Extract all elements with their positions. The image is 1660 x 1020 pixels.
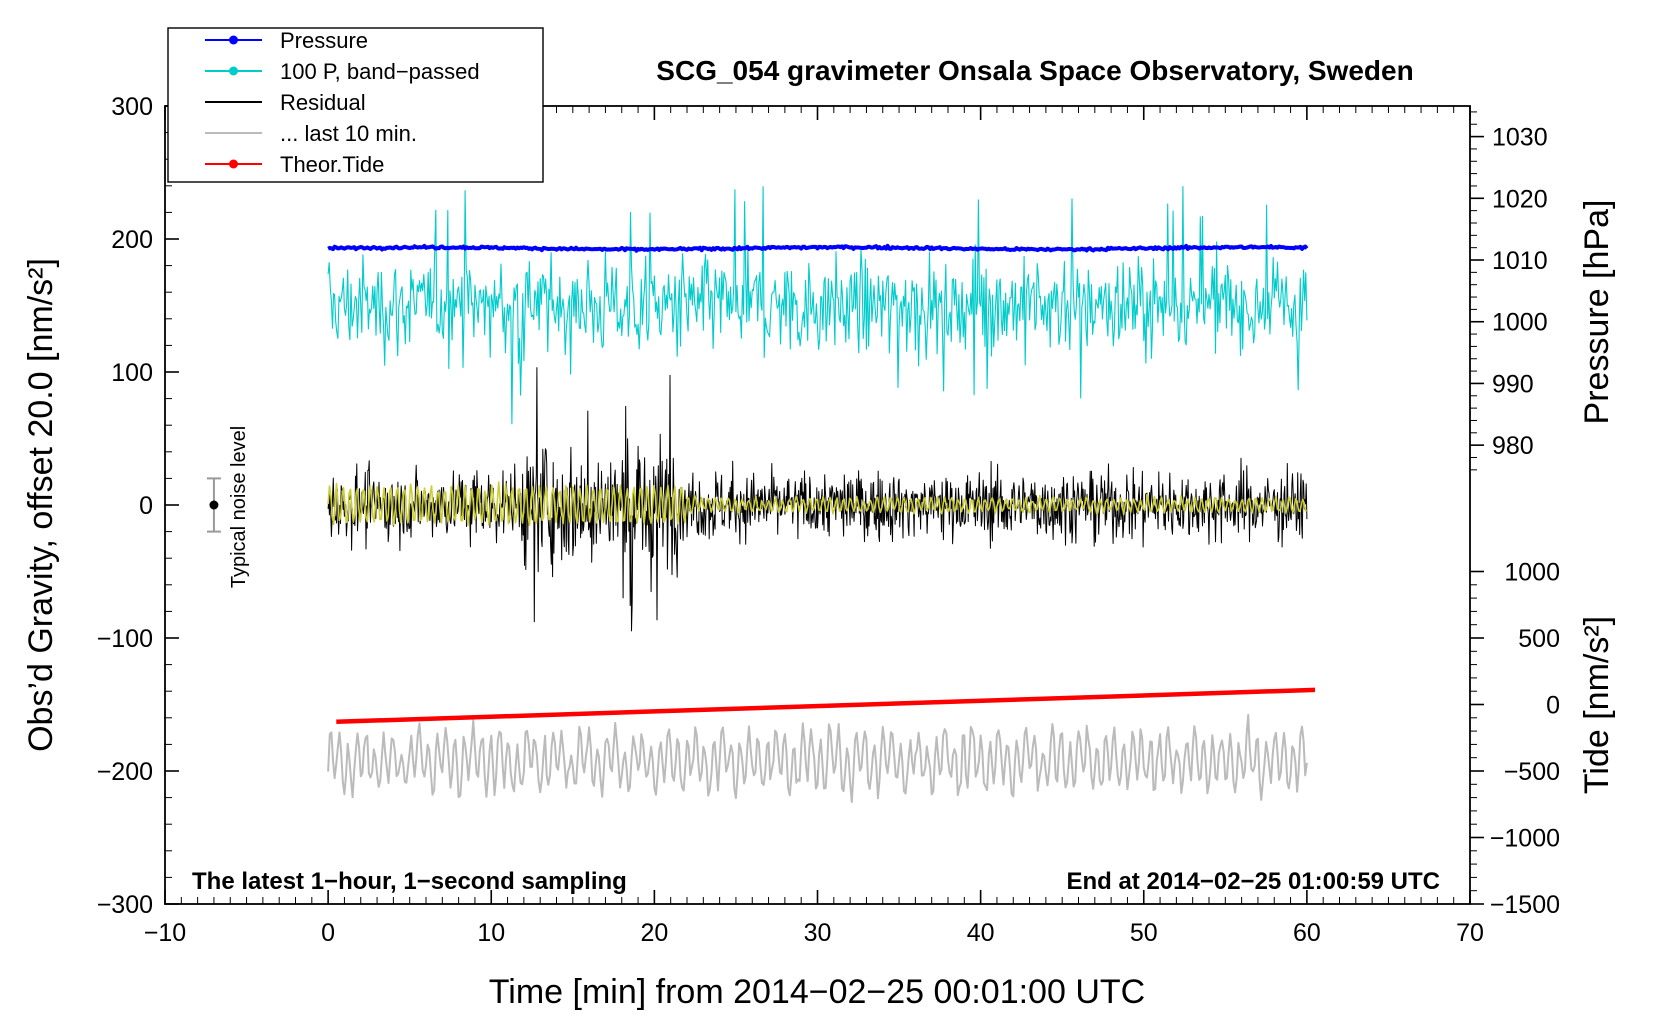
y-axis-title-pressure: Pressure [hPa]: [1578, 200, 1616, 425]
y-tick-label-left: 200: [111, 226, 153, 254]
noise-level-indicator: Typical noise level: [206, 426, 250, 588]
pressure-tick-label: 990: [1492, 370, 1534, 398]
tide-tick-label: 1000: [1504, 559, 1560, 587]
x-tick-label: 30: [804, 919, 832, 947]
series-layer: [327, 186, 1316, 803]
x-tick-label: 50: [1130, 919, 1158, 947]
series-pressure: [327, 243, 1309, 253]
pressure-tick-label: 1030: [1492, 124, 1548, 152]
y-tick-label-left: 300: [111, 93, 153, 121]
y-axis-title-left: Obs’d Gravity, offset 20.0 [nm/s²]: [22, 258, 60, 752]
legend-marker: [229, 159, 238, 169]
axis-ticks: −10 0 10 20 30 40 50 60 703002001000−100−200−300…: [97, 93, 1560, 947]
chart-title: SCG_054 gravimeter Onsala Space Observat…: [656, 55, 1413, 86]
legend-label: Pressure: [280, 28, 368, 53]
annotation-end-time: End at 2014−02−25 01:00:59 UTC: [1066, 868, 1440, 895]
y-tick-label-left: −100: [97, 625, 153, 653]
pressure-tick-label: 1020: [1492, 185, 1548, 213]
y-tick-label-left: 0: [139, 492, 153, 520]
x-tick-label: 0: [321, 919, 335, 947]
series-theoretical-tide: [336, 687, 1316, 725]
tide-tick-label: 0: [1546, 692, 1560, 720]
x-tick-label: 20: [640, 919, 668, 947]
legend-marker: [229, 66, 238, 76]
legend-box: [167, 27, 544, 183]
series-last-10-min: [327, 713, 1308, 803]
x-tick-label: 10: [477, 919, 505, 947]
x-tick-label: −10: [144, 919, 186, 947]
tide-tick-label: −1500: [1490, 891, 1560, 919]
noise-bar-center: [209, 500, 219, 510]
pressure-tick-label: 1010: [1492, 247, 1548, 275]
annotation-sampling: The latest 1−hour, 1−second sampling: [192, 868, 627, 895]
legend: Pressure 100 P, band−passed Residual ... la…: [167, 27, 544, 183]
legend-marker: [229, 35, 238, 45]
x-axis-title: Time [min] from 2014−02−25 00:01:00 UTC: [489, 973, 1145, 1011]
legend-label: 100 P, band−passed: [280, 59, 480, 84]
x-tick-label: 40: [967, 919, 995, 947]
x-tick-label: 60: [1293, 919, 1321, 947]
pressure-tick-label: 1000: [1492, 309, 1548, 337]
legend-label: Residual: [280, 90, 366, 115]
series-pressure-bandpassed: [327, 186, 1308, 425]
y-tick-label-left: 100: [111, 359, 153, 387]
legend-label: ... last 10 min.: [280, 121, 417, 146]
pressure-tick-label: 980: [1492, 432, 1534, 460]
legend-label: Theor.Tide: [280, 152, 384, 177]
tide-tick-label: −1000: [1490, 825, 1560, 853]
x-tick-label: 70: [1456, 919, 1484, 947]
series-residual-smoothed: [327, 481, 1308, 527]
tide-tick-label: 500: [1518, 625, 1560, 653]
y-tick-label-left: −200: [97, 758, 153, 786]
y-tick-label-left: −300: [97, 891, 153, 919]
y-axis-title-tide: Tide [nm/s²]: [1578, 616, 1616, 794]
tide-tick-label: −500: [1504, 758, 1560, 786]
noise-bar-label: Typical noise level: [228, 426, 250, 588]
